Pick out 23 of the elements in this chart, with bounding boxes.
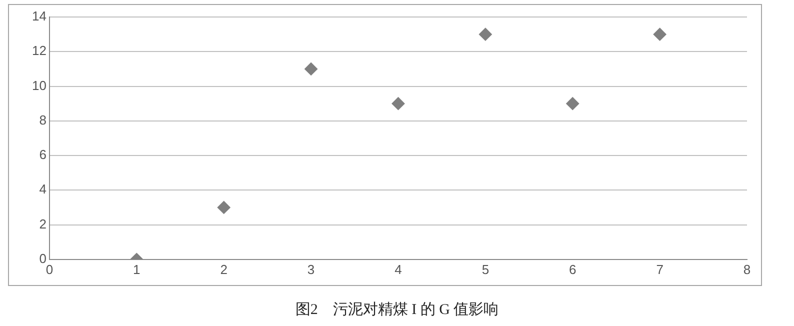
y-tick-label: 10 bbox=[32, 78, 46, 93]
text: 图2 污泥对精煤 I 的 G 值影响 bbox=[294, 300, 500, 319]
y-tick-label: 6 bbox=[39, 147, 46, 162]
x-tick-label: 4 bbox=[394, 262, 402, 277]
point bbox=[304, 62, 318, 76]
x-tick-label: 7 bbox=[656, 262, 664, 277]
y-tick-label: 14 bbox=[32, 8, 46, 24]
y-tick-label: 12 bbox=[32, 43, 46, 58]
y-tick-label: 8 bbox=[39, 112, 46, 128]
point bbox=[566, 97, 580, 110]
point bbox=[478, 28, 492, 41]
x-tick-label: 1 bbox=[133, 262, 140, 277]
y-tick-label: 4 bbox=[39, 182, 46, 197]
y-tick-label: 2 bbox=[39, 216, 46, 232]
x-tick-label: 6 bbox=[569, 262, 576, 277]
x-tick-label: 5 bbox=[482, 262, 490, 277]
point bbox=[392, 97, 405, 110]
y-tick-label: 0 bbox=[39, 250, 46, 266]
x-tick-label: 3 bbox=[307, 262, 315, 277]
point bbox=[653, 28, 666, 41]
x-tick-label: 8 bbox=[743, 262, 751, 277]
point bbox=[217, 200, 230, 214]
x-tick-label: 2 bbox=[220, 262, 228, 277]
